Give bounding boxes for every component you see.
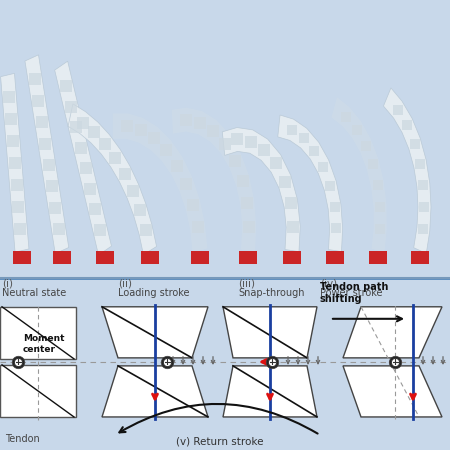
Text: Neutral state: Neutral state: [2, 288, 66, 298]
Bar: [191, 251, 209, 264]
Polygon shape: [383, 88, 431, 253]
Text: Power stroke: Power stroke: [320, 288, 382, 298]
Polygon shape: [25, 55, 69, 254]
Text: (v) Return stroke: (v) Return stroke: [176, 437, 264, 447]
Bar: [283, 251, 301, 264]
Bar: [411, 251, 429, 264]
Polygon shape: [223, 307, 317, 358]
Text: (ii): (ii): [118, 279, 132, 289]
Polygon shape: [278, 115, 342, 252]
Polygon shape: [332, 97, 387, 252]
Polygon shape: [102, 307, 208, 358]
Text: (i): (i): [2, 279, 13, 289]
Bar: [53, 251, 71, 264]
Text: (iii): (iii): [238, 279, 255, 289]
Polygon shape: [113, 113, 207, 253]
Polygon shape: [55, 61, 112, 255]
Polygon shape: [343, 366, 442, 417]
Polygon shape: [222, 127, 300, 252]
Text: (iv): (iv): [320, 279, 337, 289]
Text: Snap-through: Snap-through: [238, 288, 305, 298]
Bar: [13, 251, 31, 264]
Polygon shape: [102, 366, 208, 417]
Text: Tendon path
shifting: Tendon path shifting: [320, 282, 388, 304]
Text: Moment
center: Moment center: [23, 334, 64, 354]
Text: Loading stroke: Loading stroke: [118, 288, 189, 298]
Polygon shape: [0, 365, 76, 417]
Text: Tendon: Tendon: [5, 434, 40, 444]
Polygon shape: [0, 307, 76, 359]
Bar: [369, 251, 387, 264]
Bar: [239, 251, 257, 264]
Polygon shape: [343, 307, 442, 358]
Bar: [96, 251, 114, 264]
Polygon shape: [223, 366, 317, 417]
Bar: [141, 251, 159, 264]
Bar: [326, 251, 344, 264]
Polygon shape: [68, 104, 157, 255]
Polygon shape: [0, 73, 29, 252]
Polygon shape: [172, 108, 256, 252]
